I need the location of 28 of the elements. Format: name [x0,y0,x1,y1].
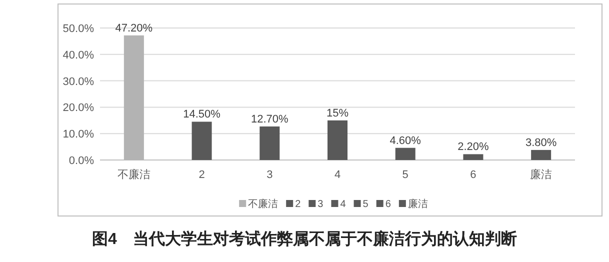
legend-label: 3 [318,199,324,210]
y-tick-label: 0.0% [68,155,94,167]
x-tick-label: 2 [198,169,205,181]
text: 4.60% [390,134,421,147]
x-tick-label: 廉洁 [530,168,552,181]
text: 2.20% [458,141,489,154]
y-tick-label: 50.0% [62,23,94,35]
legend-label: 不廉洁 [248,198,278,210]
y-tick-label: 40.0% [62,49,94,62]
text: 3.80% [525,136,557,149]
legend-label: 2 [295,199,302,210]
y-tick-label: 20.0% [62,102,94,114]
legend-label: 廉洁 [408,198,428,210]
text: 图4 当代大学生对考试作弊属不属于不廉洁行为的认知判断 [92,230,517,248]
x-tick-label: 不廉洁 [117,168,150,181]
text: 47.20% [115,22,153,34]
text: 14.50% [183,108,220,121]
text: 12.70% [250,113,288,126]
x-tick-label: 6 [470,169,476,181]
x-tick-label: 3 [266,169,273,181]
y-tick-label: 30.0% [62,76,94,88]
x-tick-label: 4 [334,169,341,181]
x-tick-label: 5 [402,169,408,181]
y-tick-label: 10.0% [62,128,94,141]
legend-label: 6 [385,199,392,210]
legend-label: 4 [340,199,346,210]
text: 15% [326,107,349,120]
legend-label: 5 [362,199,369,210]
